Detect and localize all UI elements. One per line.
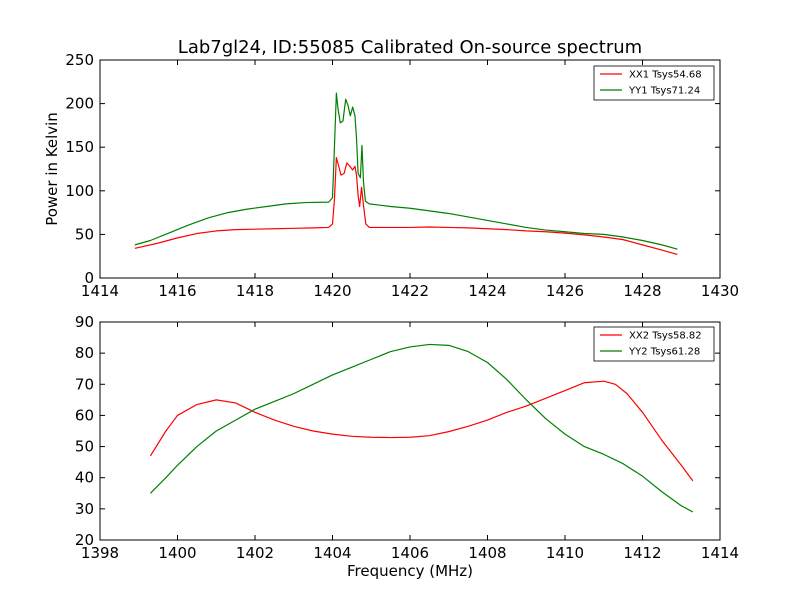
top-legend-label-xx1: XX1 Tsys54.68 bbox=[629, 70, 702, 81]
bottom-y-tick-label-30: 30 bbox=[75, 500, 94, 518]
bottom-x-tick-label-1408: 1408 bbox=[468, 544, 506, 562]
top-y-axis-label: Power in Kelvin bbox=[43, 112, 61, 226]
bottom-legend-label-yy2: YY2 Tsys61.28 bbox=[628, 347, 700, 358]
bottom-y-tick-label-40: 40 bbox=[75, 469, 94, 487]
top-x-tick-label-1428: 1428 bbox=[623, 282, 661, 300]
bottom-x-tick-label-1406: 1406 bbox=[391, 544, 429, 562]
top-y-tick-label-0: 0 bbox=[84, 269, 94, 287]
bottom-legend-box bbox=[593, 326, 715, 362]
figure-title: Lab7gl24, ID:55085 Calibrated On-source … bbox=[178, 37, 642, 58]
top-x-tick-label-1422: 1422 bbox=[391, 282, 429, 300]
bottom-x-tick-label-1402: 1402 bbox=[236, 544, 274, 562]
bottom-panel: 1398 1400 1402 1404 1406 1408 1410 1412 1414 20 30… bbox=[75, 313, 739, 580]
bottom-x-tick-label-1414: 1414 bbox=[701, 544, 739, 562]
top-legend: XX1 Tsys54.68 YY1 Tsys71.24 bbox=[593, 65, 715, 101]
top-x-tick-label-1420: 1420 bbox=[313, 282, 351, 300]
bottom-x-tick-label-1398: 1398 bbox=[81, 544, 119, 562]
bottom-y-tick-label-90: 90 bbox=[75, 313, 94, 331]
bottom-legend-label-xx2: XX2 Tsys58.82 bbox=[629, 331, 702, 342]
top-x-tick-label-1416: 1416 bbox=[158, 282, 196, 300]
bottom-y-tick-label-20: 20 bbox=[75, 531, 94, 549]
top-series-group bbox=[134, 92, 678, 256]
top-x-tick-label-1418: 1418 bbox=[236, 282, 274, 300]
top-x-tick-label-1414: 1414 bbox=[81, 282, 119, 300]
bottom-y-tick-label-50: 50 bbox=[75, 438, 94, 456]
top-y-tick-label-250: 250 bbox=[65, 51, 94, 69]
top-x-tick-label-1430: 1430 bbox=[701, 282, 739, 300]
bottom-x-tick-label-1410: 1410 bbox=[546, 544, 584, 562]
bottom-x-tick-label-1400: 1400 bbox=[158, 544, 196, 562]
bottom-series-line-0 bbox=[149, 380, 694, 482]
bottom-axis-ticks: 1398 1400 1402 1404 1406 1408 1410 1412 1414 20 30… bbox=[75, 313, 739, 562]
bottom-y-tick-label-60: 60 bbox=[75, 406, 94, 424]
top-panel: 1414 1416 1418 1420 1422 1424 1426 1428 1430 0 50 1… bbox=[43, 51, 739, 300]
bottom-x-tick-label-1412: 1412 bbox=[623, 544, 661, 562]
top-legend-label-yy1: YY1 Tsys71.24 bbox=[628, 86, 700, 97]
bottom-series-group bbox=[149, 343, 694, 513]
bottom-y-tick-label-80: 80 bbox=[75, 344, 94, 362]
top-series-line-1 bbox=[134, 92, 678, 250]
bottom-x-tick-label-1404: 1404 bbox=[313, 544, 351, 562]
top-series-line-0 bbox=[134, 157, 678, 256]
top-y-tick-label-100: 100 bbox=[65, 182, 94, 200]
top-y-tick-label-200: 200 bbox=[65, 95, 94, 113]
bottom-series-line-1 bbox=[149, 343, 694, 513]
bottom-x-axis-label: Frequency (MHz) bbox=[347, 562, 473, 580]
top-x-tick-label-1424: 1424 bbox=[468, 282, 506, 300]
top-axis-ticks: 1414 1416 1418 1420 1422 1424 1426 1428 1430 0 50 1… bbox=[65, 51, 739, 300]
top-y-tick-label-50: 50 bbox=[75, 225, 94, 243]
top-x-tick-label-1426: 1426 bbox=[546, 282, 584, 300]
bottom-y-tick-label-70: 70 bbox=[75, 375, 94, 393]
top-y-tick-label-150: 150 bbox=[65, 138, 94, 156]
bottom-legend: XX2 Tsys58.82 YY2 Tsys61.28 bbox=[593, 326, 715, 362]
top-legend-box bbox=[593, 65, 715, 101]
